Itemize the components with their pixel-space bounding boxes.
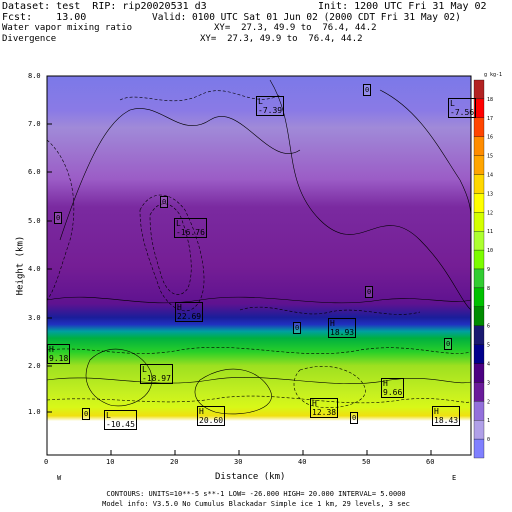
- colorbar-unit: g kg-1: [484, 72, 503, 78]
- low-label: L -16.76: [174, 218, 207, 238]
- colorbar-label: 14: [487, 173, 493, 179]
- y-axis-ticks: [47, 75, 52, 413]
- zero-contour-label: 0: [54, 212, 63, 224]
- model-info: Model info: V3.5.0 No Cumulus Blackadar …: [102, 500, 410, 508]
- colorbar-label: 16: [487, 135, 493, 141]
- colorbar-label: 11: [487, 229, 493, 235]
- colorbar-swatch: [473, 117, 485, 137]
- init-time: Init: 1200 UTC Fri 31 May 02: [318, 1, 487, 12]
- colorbar-label: 10: [487, 248, 493, 254]
- xtick-label: 10: [106, 458, 115, 466]
- colorbar-swatch: [473, 249, 485, 270]
- zero-contour-label: 0: [293, 322, 302, 334]
- high-label: H 9.18: [47, 344, 71, 364]
- west-label: W: [57, 474, 62, 482]
- field-name-shaded: Water vapor mixing ratio: [2, 23, 133, 33]
- zero-contour-label: 0: [444, 338, 453, 350]
- colorbar-label: 18: [487, 97, 493, 103]
- ytick-label: 3.0: [28, 314, 41, 322]
- colorbar-label: 6: [487, 324, 490, 330]
- colorbar-swatch: [473, 193, 485, 213]
- colorbar-swatch: [473, 231, 485, 251]
- colorbar-swatch: [473, 306, 485, 326]
- x-axis-ticks: [46, 450, 432, 455]
- colorbar-swatch: [473, 420, 485, 440]
- colorbar-label: 4: [487, 362, 490, 368]
- east-label: E: [452, 474, 457, 482]
- ytick-label: 8.0: [28, 72, 41, 80]
- colorbar-swatch: [473, 344, 485, 364]
- colorbar-label: 9: [487, 267, 490, 273]
- high-label: H 18.93: [328, 318, 357, 338]
- colorbar-swatch: [473, 268, 485, 289]
- high-label: H 18.43: [432, 406, 461, 426]
- ytick-label: 5.0: [28, 217, 41, 225]
- divergence-contours: [46, 79, 472, 415]
- colorbar-swatch: [473, 136, 485, 156]
- colorbar-label: 8: [487, 286, 490, 292]
- zero-contour-label: 0: [82, 408, 91, 420]
- colorbar-label: 3: [487, 380, 490, 386]
- low-label: L -7.56: [448, 98, 477, 118]
- xtick-label: 20: [170, 458, 179, 466]
- colorbar-label: 2: [487, 399, 490, 405]
- colorbar-swatch: [473, 363, 485, 383]
- xtick-label: 40: [298, 458, 307, 466]
- colorbar-label: 13: [487, 191, 493, 197]
- moisture-field: [47, 76, 471, 421]
- colorbar-label: 17: [487, 116, 493, 122]
- colorbar-swatch: [473, 287, 485, 307]
- zero-contour-label: 0: [160, 196, 169, 208]
- zero-contour-label: 0: [365, 286, 374, 298]
- dataset-line: Dataset: test RIP: rip20020531 d3: [2, 1, 207, 12]
- colorbar-swatch: [473, 382, 485, 402]
- low-label: L -18.97: [140, 364, 173, 384]
- low-label: L -10.45: [104, 410, 137, 430]
- colorbar-label: 5: [487, 343, 490, 349]
- colorbar-swatch: [473, 174, 485, 194]
- ytick-label: 6.0: [28, 168, 41, 176]
- high-label: H 22.69: [175, 302, 204, 322]
- forecast-hour: Fcst: 13.00: [2, 12, 87, 23]
- field-xy-contoured: XY= 27.3, 49.9 to 76.4, 44.2: [200, 34, 363, 44]
- ytick-label: 7.0: [28, 120, 41, 128]
- colorbar-label: 12: [487, 210, 493, 216]
- xtick-label: 30: [234, 458, 243, 466]
- contour-info: CONTOURS: UNITS=10**-5 s**-1 LOW= -26.00…: [106, 490, 406, 498]
- ytick-label: 4.0: [28, 265, 41, 273]
- low-label: L -7.39: [256, 96, 285, 116]
- zero-contour-label: 0: [363, 84, 372, 96]
- zero-contour-label: 0: [350, 412, 359, 424]
- xtick-label: 0: [44, 458, 49, 466]
- colorbar-swatch: [473, 155, 485, 175]
- colorbar-swatch: [473, 79, 485, 100]
- ytick-label: 1.0: [28, 408, 41, 416]
- colorbar-swatch: [473, 438, 485, 459]
- plot-frame: [46, 75, 472, 456]
- colorbar-label: 1: [487, 418, 490, 424]
- xtick-label: 50: [362, 458, 371, 466]
- colorbar-swatch: [473, 325, 485, 345]
- field-xy-shaded: XY= 27.3, 49.9 to 76.4, 44.2: [214, 23, 377, 33]
- high-label: H 9.66: [381, 378, 405, 398]
- ground-mask: [47, 421, 471, 455]
- high-label: H 20.60: [197, 406, 226, 426]
- xtick-label: 60: [426, 458, 435, 466]
- high-label: H 12.38: [310, 398, 339, 418]
- colorbar-label: 15: [487, 154, 493, 160]
- y-axis-label: Height (km): [15, 235, 26, 296]
- colorbar-label: 0: [487, 437, 490, 443]
- field-name-contoured: Divergence: [2, 34, 57, 44]
- colorbar-label: 7: [487, 305, 490, 311]
- colorbar-swatch: [473, 212, 485, 232]
- valid-time: Valid: 0100 UTC Sat 01 Jun 02 (2000 CDT …: [152, 12, 461, 23]
- ytick-label: 2.0: [28, 362, 41, 370]
- x-axis-label: Distance (km): [215, 472, 286, 482]
- colorbar-swatch: [473, 401, 485, 421]
